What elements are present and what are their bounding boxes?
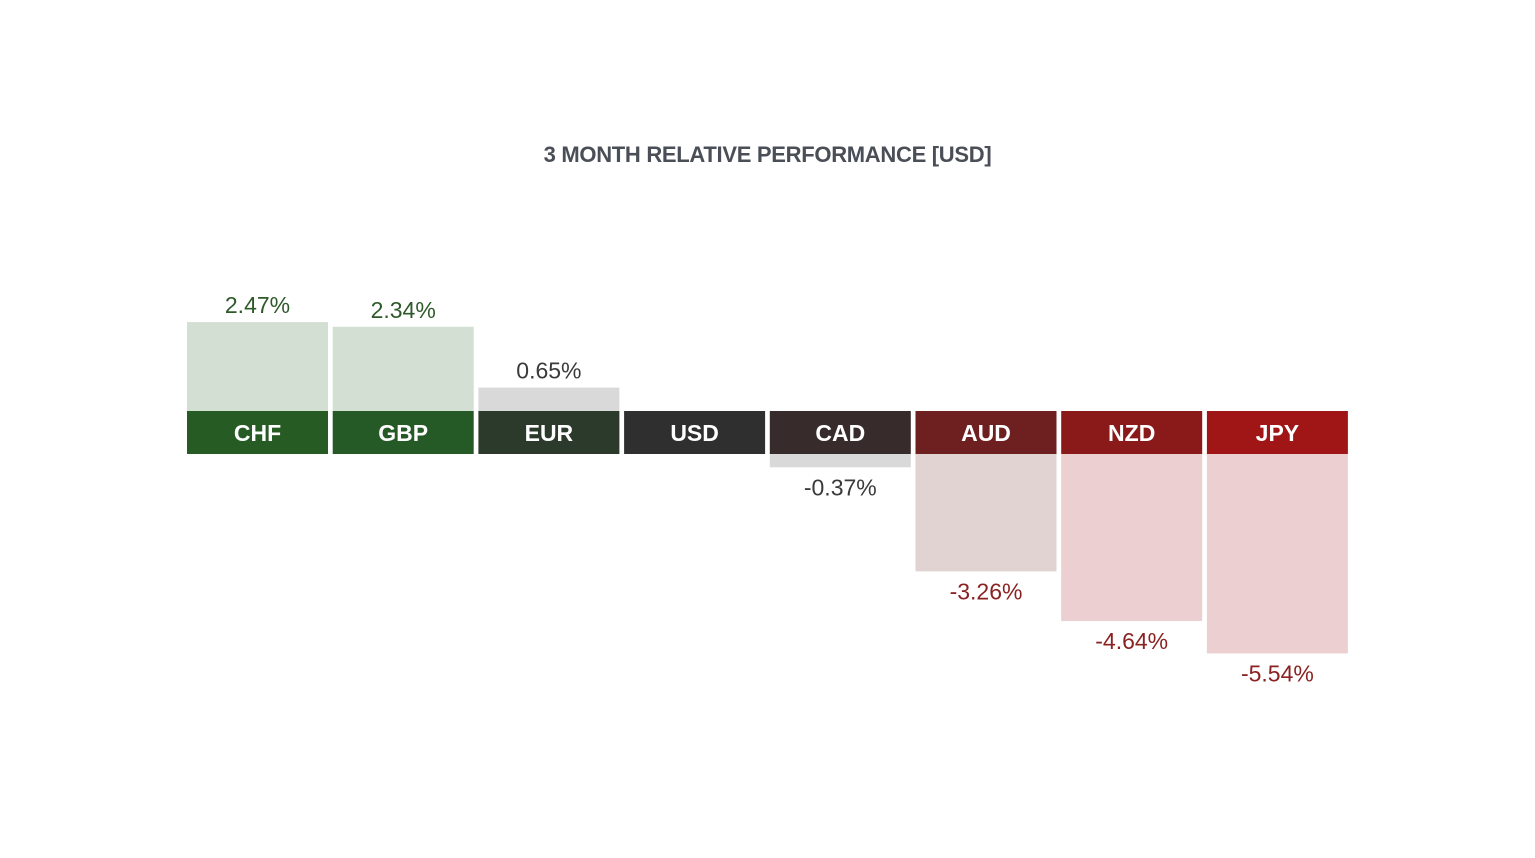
bar-chf (187, 322, 328, 411)
bar-eur (478, 387, 620, 411)
chart-title: 3 MONTH RELATIVE PERFORMANCE [USD] (543, 142, 992, 167)
header-cell-cad (769, 411, 911, 454)
header-cell-chf (187, 411, 328, 454)
category-label-aud: AUD (961, 420, 1011, 446)
header-cell-nzd (1061, 411, 1203, 454)
value-label-cad: -0.37% (804, 474, 877, 500)
category-label-gbp: GBP (378, 420, 428, 446)
category-label-jpy: JPY (1256, 420, 1299, 446)
bar-gbp (332, 326, 474, 411)
category-label-usd: USD (670, 420, 719, 446)
value-label-aud: -3.26% (950, 578, 1023, 604)
value-label-jpy: -5.54% (1241, 660, 1314, 686)
header-cell-jpy (1206, 411, 1348, 454)
header-cell-eur (478, 411, 620, 454)
header-cell-gbp (332, 411, 474, 454)
bar-jpy (1206, 454, 1348, 654)
value-label-chf: 2.47% (225, 292, 290, 318)
category-label-chf: CHF (234, 420, 281, 446)
value-label-eur: 0.65% (516, 358, 581, 384)
value-label-gbp: 2.34% (371, 297, 436, 323)
header-cell-usd (624, 411, 766, 454)
bar-cad (769, 454, 911, 468)
category-label-cad: CAD (815, 420, 865, 446)
bar-aud (915, 454, 1057, 572)
bar-nzd (1061, 454, 1203, 622)
category-label-eur: EUR (525, 420, 574, 446)
category-label-nzd: NZD (1108, 420, 1155, 446)
value-label-nzd: -4.64% (1095, 628, 1168, 654)
header-cell-aud (915, 411, 1057, 454)
